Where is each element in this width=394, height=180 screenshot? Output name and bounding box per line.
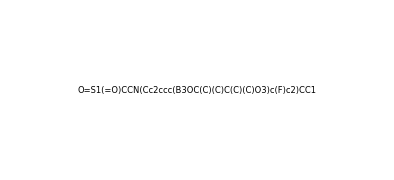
Text: O=S1(=O)CCN(Cc2ccc(B3OC(C)(C)C(C)(C)O3)c(F)c2)CC1: O=S1(=O)CCN(Cc2ccc(B3OC(C)(C)C(C)(C)O3)c… — [78, 86, 316, 94]
